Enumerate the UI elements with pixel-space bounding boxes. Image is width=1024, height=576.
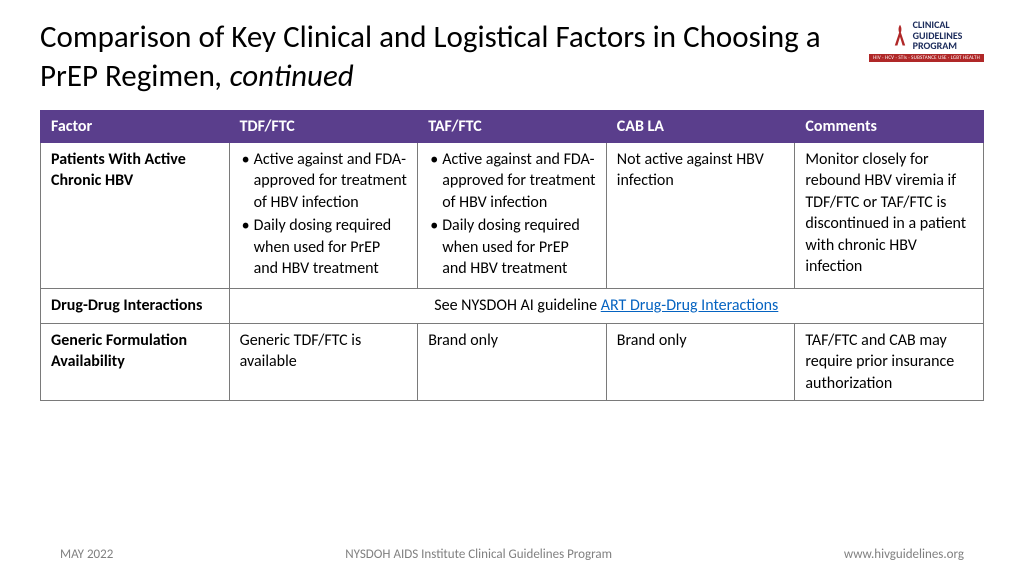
list-item: Active against and FDA-approved for trea… (428, 149, 596, 214)
logo-top: CLINICAL GUIDELINES PROGRAM (869, 20, 984, 52)
cell-list: Active against and FDA-approved for trea… (240, 149, 408, 281)
cell-merged: See NYSDOH AI guideline ART Drug-Drug In… (229, 289, 983, 324)
program-logo: CLINICAL GUIDELINES PROGRAM HIV · HCV · … (869, 20, 984, 62)
cell-comments: TAF/FTC and CAB may require prior insura… (795, 323, 984, 401)
cell-factor: Generic Formulation Availability (41, 323, 230, 401)
slide-content: Comparison of Key Clinical and Logistica… (0, 0, 1024, 401)
slide-title: Comparison of Key Clinical and Logistica… (40, 18, 859, 96)
list-item: Active against and FDA-approved for trea… (240, 149, 408, 214)
col-header-tdf: TDF/FTC (229, 110, 418, 142)
cell-taf: Active against and FDA-approved for trea… (418, 142, 607, 289)
cell-comments: Monitor closely for rebound HBV viremia … (795, 142, 984, 289)
guideline-link[interactable]: ART Drug-Drug Interactions (601, 296, 779, 315)
table-row: Drug-Drug Interactions See NYSDOH AI gui… (41, 289, 984, 324)
col-header-taf: TAF/FTC (418, 110, 607, 142)
table-header-row: Factor TDF/FTC TAF/FTC CAB LA Comments (41, 110, 984, 142)
cell-factor: Drug-Drug Interactions (41, 289, 230, 324)
title-main: Comparison of Key Clinical and Logistica… (40, 18, 821, 95)
table-body: Patients With Active Chronic HBV Active … (41, 142, 984, 401)
merged-prefix: See NYSDOH AI guideline (434, 296, 600, 315)
logo-text: CLINICAL GUIDELINES PROGRAM (913, 20, 963, 52)
comparison-table: Factor TDF/FTC TAF/FTC CAB LA Comments P… (40, 110, 984, 402)
cell-cab: Brand only (606, 323, 795, 401)
col-header-comments: Comments (795, 110, 984, 142)
footer-date: MAY 2022 (60, 547, 113, 562)
logo-bar: HIV · HCV · STIs · SUBSTANCE USE · LGBT … (869, 54, 984, 62)
header-row: Comparison of Key Clinical and Logistica… (40, 18, 984, 96)
col-header-cab: CAB LA (606, 110, 795, 142)
table-row: Patients With Active Chronic HBV Active … (41, 142, 984, 289)
cell-factor: Patients With Active Chronic HBV (41, 142, 230, 289)
cell-taf: Brand only (418, 323, 607, 401)
title-continued: , continued (215, 57, 354, 95)
cell-tdf: Active against and FDA-approved for trea… (229, 142, 418, 289)
cell-tdf: Generic TDF/FTC is available (229, 323, 418, 401)
ribbon-icon (891, 23, 909, 49)
cell-cab: Not active against HBV infection (606, 142, 795, 289)
col-header-factor: Factor (41, 110, 230, 142)
logo-line3: PROGRAM (913, 41, 963, 52)
footer-program: NYSDOH AIDS Institute Clinical Guideline… (345, 547, 612, 562)
cell-list: Active against and FDA-approved for trea… (428, 149, 596, 281)
list-item: Daily dosing required when used for PrEP… (428, 215, 596, 280)
footer-url: www.hivguidelines.org (844, 547, 964, 562)
list-item: Daily dosing required when used for PrEP… (240, 215, 408, 280)
slide-footer: MAY 2022 NYSDOH AIDS Institute Clinical … (0, 547, 1024, 562)
table-row: Generic Formulation Availability Generic… (41, 323, 984, 401)
